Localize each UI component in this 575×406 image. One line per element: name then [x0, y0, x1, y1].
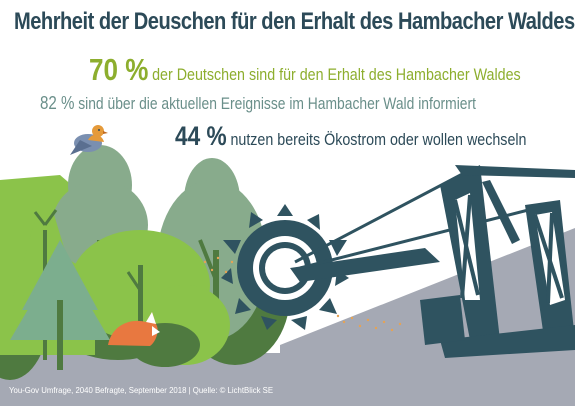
stat-item-3: 44 % nutzen bereits Ökostrom oder wollen… — [175, 121, 527, 152]
fox-icon — [108, 312, 160, 346]
stat-text: der Deutschen sind für den Erhalt des Ha… — [152, 65, 521, 84]
stat-item-1: 70 % der Deutschen sind für den Erhalt d… — [89, 52, 521, 88]
stat-value: 82 % — [40, 93, 75, 113]
bucket-wheel-excavator-icon — [221, 165, 575, 358]
stat-value: 70 % — [89, 52, 149, 87]
stat-text: nutzen bereits Ökostrom oder wollen wech… — [230, 130, 527, 149]
page-title: Mehrheit der Deuschen für den Erhalt des… — [14, 8, 575, 35]
stat-item-2: 82 % sind über die aktuellen Ereignisse … — [40, 93, 476, 114]
bird-icon — [70, 125, 108, 155]
source-note: You-Gov Umfrage, 2040 Befragte, Septembe… — [9, 386, 274, 395]
stat-value: 44 % — [175, 121, 227, 151]
soil-particles — [203, 256, 402, 332]
stat-text: sind über die aktuellen Ereignisse im Ha… — [78, 95, 476, 113]
